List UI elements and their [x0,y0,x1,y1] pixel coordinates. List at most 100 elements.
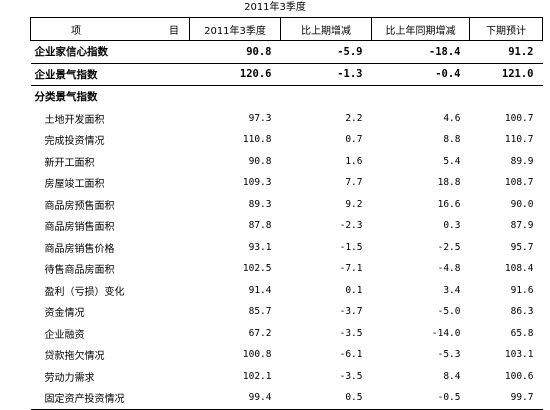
row-name: 商品房销售价格 [44,243,115,255]
value-qoq: -3.5 [339,370,363,382]
value-forecast: 121.0 [469,63,543,86]
table-row: 待售商品房面积 102.5 -7.1 -4.8 108.4 [31,258,543,280]
value-forecast: 95.7 [510,241,534,253]
value-forecast: 110.7 [504,134,534,146]
value-yoy: 4.6 [443,112,461,124]
row-name: 土地开发面积 [44,114,105,126]
value-current: 89.3 [248,198,272,210]
value-yoy: 8.8 [443,134,461,146]
value-qoq: 2.2 [345,112,363,124]
value-current: 102.5 [242,263,272,275]
value-current: 110.8 [242,134,272,146]
value-forecast: 103.1 [504,349,534,361]
table-row: 完成投资情况 110.8 0.7 8.8 110.7 [31,129,543,151]
row-name: 资金情况 [44,308,85,320]
value-forecast: 86.3 [510,306,534,318]
value-qoq: -3.5 [339,327,363,339]
value-forecast: 91.6 [510,284,534,296]
header-yoy-change: 比上年同期增减 [371,17,470,41]
value-yoy: 18.8 [437,177,461,189]
header-item-b: 目 [169,25,179,37]
header-current-quarter: 2011年3季度 [189,17,281,41]
value-qoq [281,86,372,108]
value-qoq: -3.7 [339,306,363,318]
table-row: 贷款拖欠情况 100.8 -6.1 -5.3 103.1 [31,344,543,366]
value-qoq: 0.7 [345,134,363,146]
value-yoy: -5.3 [437,349,461,361]
row-name: 企业景气指数 [30,63,190,86]
value-current: 109.3 [242,177,272,189]
row-name: 商品房销售面积 [44,222,115,234]
value-qoq: 0.5 [280,387,372,410]
value-qoq: -1.3 [280,63,372,86]
value-qoq: -1.5 [339,241,363,253]
value-forecast: 65.8 [510,327,534,339]
row-name: 劳动力需求 [44,372,95,384]
value-current: 120.6 [189,63,281,86]
table-row: 房屋竣工面积 109.3 7.7 18.8 108.7 [31,172,543,194]
value-forecast: 87.9 [510,220,534,232]
value-yoy: 3.4 [443,284,461,296]
row-name: 房屋竣工面积 [44,179,105,191]
value-forecast: 91.2 [469,40,543,64]
table-row: 分类景气指数 [31,86,543,108]
table-row: 商品房销售价格 93.1 -1.5 -2.5 95.7 [31,237,543,259]
value-forecast [470,86,543,108]
value-yoy [372,86,470,108]
value-qoq: -2.3 [339,220,363,232]
value-current: 93.1 [248,241,272,253]
row-name: 贷款拖欠情况 [44,351,105,363]
value-current: 67.2 [248,327,272,339]
header-item-a: 项 [71,25,81,37]
value-current: 100.8 [242,349,272,361]
value-current: 99.4 [189,387,281,410]
index-table: 项 目 2011年3季度 比上期增减 比上年同期增减 下期预计 企业家信心指数 9… [30,17,543,410]
value-current: 97.3 [248,112,272,124]
value-qoq: -6.1 [339,349,363,361]
value-current: 87.8 [248,220,272,232]
table-row: 商品房销售面积 87.8 -2.3 0.3 87.9 [31,215,543,237]
table-row: 劳动力需求 102.1 -3.5 8.4 100.6 [31,366,543,388]
value-yoy: -2.5 [437,241,461,253]
row-name: 完成投资情况 [44,136,105,148]
table-row: 新开工面积 90.8 1.6 5.4 89.9 [31,151,543,173]
row-name: 新开工面积 [44,157,95,169]
value-yoy: 8.4 [443,370,461,382]
value-yoy: -18.4 [371,40,470,64]
value-forecast: 108.4 [504,263,534,275]
value-forecast: 89.9 [510,155,534,167]
table-row: 企业融资 67.2 -3.5 -14.0 65.8 [31,323,543,345]
header-row: 项 目 2011年3季度 比上期增减 比上年同期增减 下期预计 [30,17,543,41]
table-row: 企业家信心指数 90.8 -5.9 -18.4 91.2 [30,40,543,64]
value-yoy: -14.0 [431,327,461,339]
table-caption: 2011年3季度 [244,2,306,13]
value-qoq: 7.7 [345,177,363,189]
row-name: 盈利（亏损）变化 [44,286,125,298]
value-current: 102.1 [242,370,272,382]
value-yoy: 16.6 [437,198,461,210]
value-current: 85.7 [248,306,272,318]
value-qoq: 0.1 [345,284,363,296]
row-name: 商品房预售面积 [44,200,115,212]
value-yoy: 5.4 [443,155,461,167]
value-current [190,86,281,108]
value-yoy: 0.3 [443,220,461,232]
value-yoy: -4.8 [437,263,461,275]
row-name: 待售商品房面积 [44,265,115,277]
table-row: 盈利（亏损）变化 91.4 0.1 3.4 91.6 [31,280,543,302]
row-name: 固定资产投资情况 [30,387,190,410]
table-row: 资金情况 85.7 -3.7 -5.0 86.3 [31,301,543,323]
table-row: 商品房预售面积 89.3 9.2 16.6 90.0 [31,194,543,216]
row-name: 企业融资 [44,329,85,341]
value-qoq: 1.6 [345,155,363,167]
value-yoy: -0.5 [371,387,470,410]
value-yoy: -5.0 [437,306,461,318]
value-current: 90.8 [248,155,272,167]
value-qoq: -5.9 [280,40,372,64]
header-item: 项 目 [30,17,190,41]
value-current: 91.4 [248,284,272,296]
value-current: 90.8 [189,40,281,64]
value-forecast: 90.0 [510,198,534,210]
value-qoq: 9.2 [345,198,363,210]
value-yoy: -0.4 [371,63,470,86]
